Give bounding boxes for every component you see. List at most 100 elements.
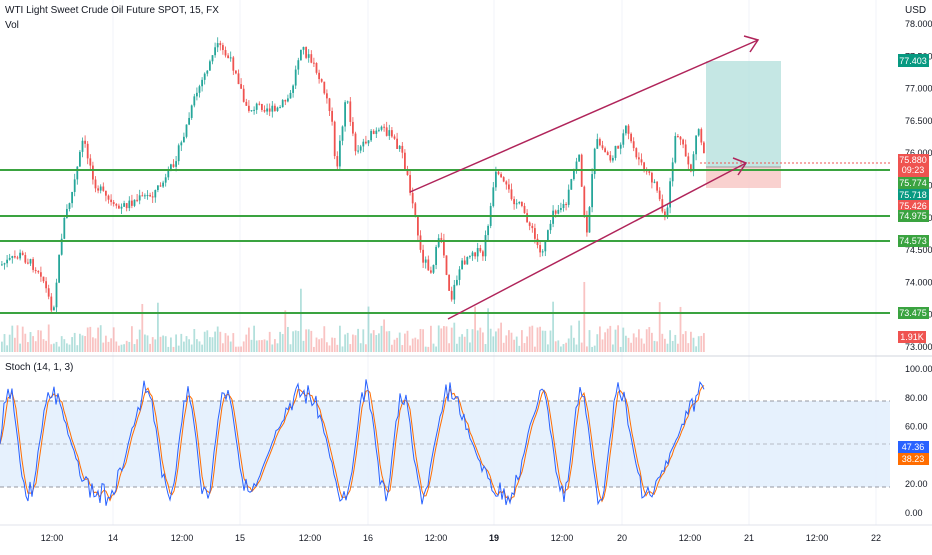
candle-body: [81, 140, 84, 152]
volume-bar: [484, 344, 487, 352]
time-tick: 12:00: [679, 533, 702, 543]
volume-bar: [203, 331, 206, 352]
volume-bar: [450, 327, 453, 352]
candle-body: [123, 203, 125, 207]
volume-bar: [222, 343, 224, 352]
time-tick: 12:00: [425, 533, 448, 543]
volume-bar: [284, 310, 287, 352]
candle-body: [591, 174, 593, 208]
candle-body: [248, 105, 250, 111]
volume-bar: [320, 338, 323, 352]
volume-bar: [677, 343, 679, 352]
stoch-tick: 80.00: [905, 393, 928, 403]
candle-body: [138, 195, 141, 201]
candle-body: [167, 169, 170, 178]
volume-bar: [185, 336, 188, 352]
volume-bar: [645, 329, 648, 352]
volume-bar: [528, 326, 531, 352]
candle-body: [586, 216, 588, 233]
candle-body: [674, 136, 677, 163]
volume-bar: [6, 345, 8, 352]
candle-body: [695, 135, 697, 155]
candle-body: [487, 225, 489, 236]
time-tick: 12:00: [551, 533, 574, 543]
candle-body: [136, 199, 138, 201]
volume-bar: [643, 343, 645, 352]
volume-bar: [692, 337, 695, 352]
volume-bar: [471, 329, 474, 352]
candle-body: [128, 200, 131, 209]
time-tick: 21: [744, 533, 754, 543]
price-tick: 73.000: [905, 342, 932, 352]
candle-body: [125, 203, 128, 209]
candle-body: [661, 199, 664, 212]
candle-body: [505, 181, 508, 185]
candle-body: [359, 146, 362, 151]
candle-body: [422, 249, 424, 263]
candle-body: [352, 121, 354, 134]
volume-bar: [656, 341, 658, 352]
volume-bar: [424, 346, 427, 352]
candle-body: [417, 216, 419, 236]
volume-bar: [630, 342, 632, 352]
candle-body: [229, 57, 232, 59]
candle-body: [435, 246, 437, 265]
candle-body: [544, 240, 547, 252]
stoch-k-value-label: 47.36: [898, 441, 929, 453]
volume-bar: [359, 343, 362, 352]
volume-bar: [235, 346, 237, 352]
candle-body: [549, 223, 552, 231]
candle-body: [365, 141, 367, 144]
target-zone[interactable]: [706, 61, 781, 167]
upper-channel-line[interactable]: [409, 35, 760, 193]
candle-body: [690, 164, 692, 172]
volume-bar: [37, 330, 40, 352]
candle-body: [534, 228, 536, 239]
candle-body: [198, 86, 201, 93]
candle-body: [190, 105, 193, 118]
lower-channel-line[interactable]: [447, 157, 748, 320]
volume-bar: [497, 328, 500, 352]
stop-zone[interactable]: [706, 167, 781, 188]
volume-bar: [50, 344, 53, 352]
volume-bar: [183, 341, 185, 352]
candle-body: [427, 259, 430, 271]
volume-bar: [539, 326, 541, 352]
volume-bar: [3, 334, 6, 352]
volume-bar: [255, 340, 258, 352]
time-axis[interactable]: 12:00 14 12:00 15 12:00 16 12:00 19 12:00 20 12:00…: [41, 533, 881, 543]
volume-bar: [404, 333, 406, 352]
candle-body: [391, 130, 393, 137]
candle-body: [461, 260, 463, 270]
candle-body: [411, 192, 414, 204]
candle-body: [349, 101, 352, 122]
volume-bar: [180, 333, 183, 352]
volume-bar: [567, 338, 570, 352]
price-tick: 76.000: [905, 148, 932, 158]
candle-body: [565, 204, 567, 206]
candle-body: [310, 54, 313, 63]
candle-body: [45, 281, 47, 289]
candle-body: [326, 93, 328, 99]
volume-bar: [617, 325, 619, 352]
volume-bar: [131, 326, 133, 352]
time-tick: 12:00: [299, 533, 322, 543]
candle-body: [297, 60, 300, 70]
price-candles[interactable]: [1, 37, 705, 314]
volume-bar: [536, 327, 539, 352]
candle-body: [396, 138, 398, 149]
volume-bar: [560, 346, 562, 352]
candle-body: [445, 255, 448, 275]
candle-body: [11, 256, 14, 258]
candle-body: [409, 175, 411, 193]
candle-body: [175, 161, 177, 167]
volume-bar: [344, 334, 346, 352]
volume-bar: [466, 328, 469, 352]
candle-body: [42, 276, 45, 282]
volume-bar: [313, 346, 315, 352]
volume-bar: [414, 337, 417, 352]
volume-bar: [21, 326, 24, 352]
volume-bar: [625, 335, 627, 352]
candle-body: [404, 152, 406, 170]
